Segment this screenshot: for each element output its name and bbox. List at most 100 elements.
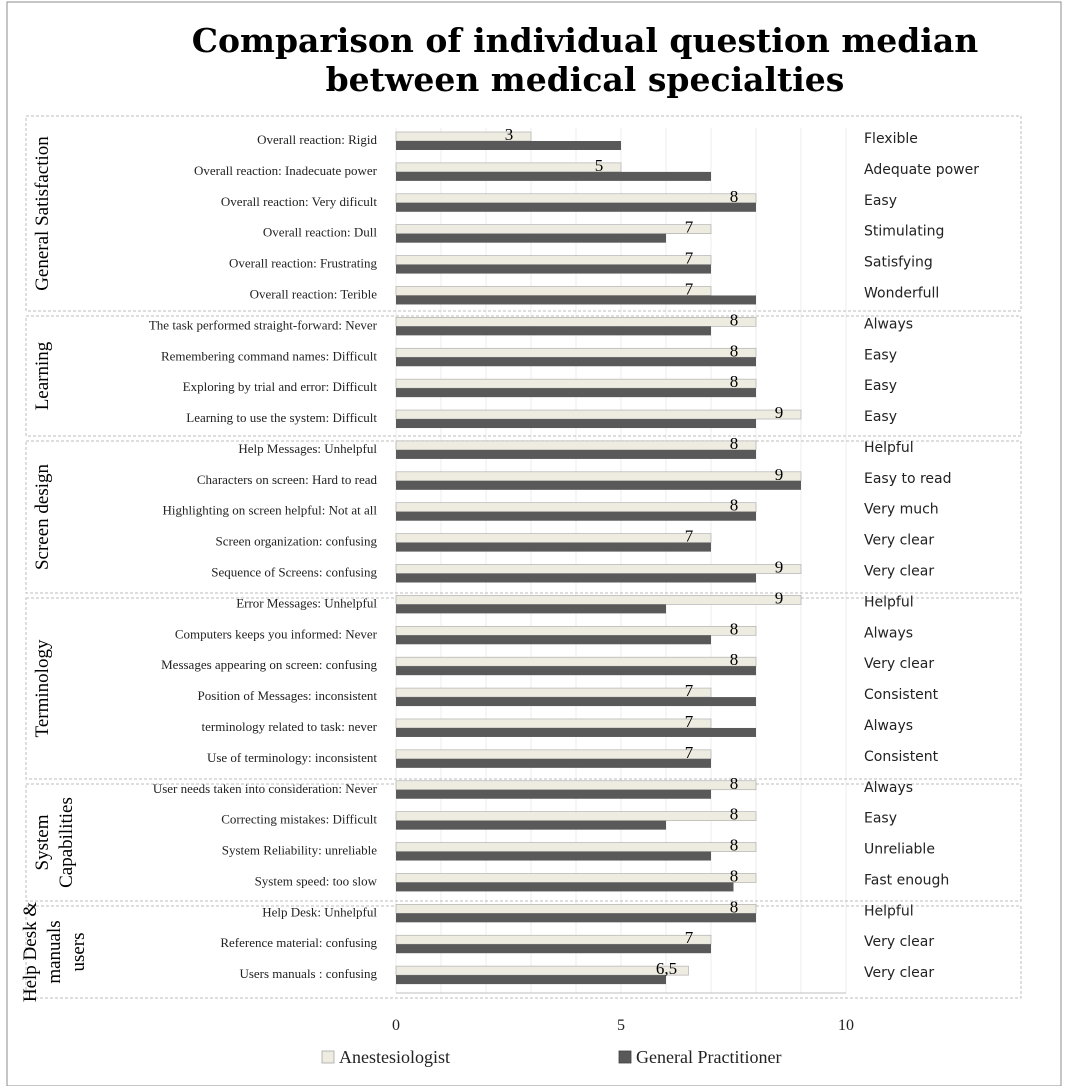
legend-swatch-anestesiologist	[321, 1050, 335, 1064]
row-right-label: Wonderfull	[864, 285, 939, 301]
row-label: Sequence of Screens: confusing	[211, 565, 377, 580]
x-tick-label: 10	[838, 1017, 854, 1034]
row-label: Correcting mistakes: Difficult	[221, 812, 377, 827]
legend-label-general-practitioner: General Practitioner	[636, 1047, 781, 1067]
data-label: 9	[775, 588, 784, 607]
bar-anestesiologist	[395, 780, 757, 791]
legend-swatch-general-practitioner	[618, 1050, 632, 1064]
group-box	[25, 315, 1022, 437]
row-label: Remembering command names: Difficult	[161, 348, 377, 363]
bar-anestesiologist	[395, 873, 757, 883]
data-label: 7	[685, 279, 694, 298]
data-label: 6,5	[656, 959, 677, 978]
bar-general-practitioner	[396, 141, 621, 150]
data-label: 7	[685, 928, 694, 947]
data-label: 7	[685, 743, 694, 762]
row-label: Help Messages: Unhelpful	[238, 441, 377, 456]
bar-anestesiologist	[395, 718, 712, 729]
bar-general-practitioner	[396, 511, 756, 521]
data-label: 7	[685, 681, 694, 700]
data-label: 8	[730, 650, 739, 669]
data-label: 3	[505, 125, 514, 144]
row-right-label: Easy	[864, 193, 897, 209]
row-right-label: Helpful	[864, 903, 914, 919]
bar-anestesiologist	[395, 842, 757, 852]
row-right-label: Consistent	[864, 687, 939, 703]
bar-general-practitioner	[396, 388, 756, 398]
row-right-label: Easy	[864, 347, 897, 363]
data-label: 8	[730, 619, 739, 638]
data-label: 8	[730, 774, 739, 793]
bar-general-practitioner	[396, 913, 756, 923]
bar-general-practitioner	[396, 758, 711, 768]
bar-anestesiologist	[395, 378, 757, 389]
row-label: Position of Messages: inconsistent	[198, 688, 378, 703]
bar-anestesiologist	[395, 317, 757, 327]
data-label: 9	[775, 403, 784, 422]
row-label: System speed: too slow	[255, 873, 378, 888]
row-label: Highlighting on screen helpful: Not at a…	[163, 503, 378, 518]
data-label: 8	[730, 310, 739, 329]
bar-general-practitioner	[396, 295, 756, 305]
row-label: Computers keeps you informed: Never	[175, 626, 378, 641]
bar-anestesiologist	[395, 286, 712, 296]
data-label: 8	[730, 372, 739, 391]
bar-general-practitioner	[396, 944, 711, 954]
bar-general-practitioner	[396, 573, 756, 583]
bar-general-practitioner	[396, 666, 756, 676]
group-label: users	[68, 932, 89, 971]
group-label: Learning	[32, 341, 53, 410]
bar-general-practitioner	[396, 635, 711, 645]
bar-anestesiologist	[395, 409, 802, 420]
bar-anestesiologist	[395, 625, 757, 636]
row-label: terminology related to task: never	[202, 719, 378, 734]
bar-anestesiologist	[395, 934, 712, 945]
row-right-label: Consistent	[864, 749, 939, 765]
row-right-label: Very much	[864, 502, 939, 518]
row-right-label: Always	[864, 780, 913, 796]
row-label: The task performed straight-forward: Nev…	[149, 317, 378, 332]
bar-anestesiologist	[395, 656, 757, 667]
chart-title-line: between medical specialties	[326, 60, 845, 99]
bar-anestesiologist	[395, 193, 757, 204]
row-right-label: Helpful	[864, 594, 914, 610]
row-right-label: Fast enough	[864, 872, 949, 888]
bar-general-practitioner	[396, 697, 756, 707]
row-right-label: Helpful	[864, 440, 914, 456]
row-label: Overall reaction: Dull	[263, 225, 377, 240]
row-label: Messages appearing on screen: confusing	[161, 657, 377, 672]
bar-anestesiologist	[395, 965, 689, 976]
data-label: 8	[730, 434, 739, 453]
row-label: Users manuals : confusing	[239, 966, 377, 981]
bar-anestesiologist	[395, 811, 757, 821]
row-label: Reference material: confusing	[220, 935, 377, 950]
data-label: 8	[730, 496, 739, 515]
row-label: System Reliability: unreliable	[222, 843, 377, 858]
data-label: 9	[775, 465, 784, 484]
bar-anestesiologist	[395, 440, 757, 451]
bar-general-practitioner	[396, 171, 711, 181]
bar-anestesiologist	[395, 904, 757, 914]
bar-general-practitioner	[396, 882, 734, 892]
group-label: General Satisfaction	[32, 136, 53, 291]
legend-label-anestesiologist: Anestesiologist	[339, 1047, 450, 1067]
data-label: 7	[685, 249, 694, 268]
row-label: Characters on screen: Hard to read	[197, 472, 378, 487]
bar-anestesiologist	[395, 347, 757, 358]
row-right-label: Unreliable	[864, 842, 935, 858]
group-label: Screen design	[32, 463, 53, 570]
row-right-label: Very clear	[864, 965, 934, 981]
row-label: Overall reaction: Inadecuate power	[194, 163, 378, 178]
bar-general-practitioner	[396, 789, 711, 799]
row-label: Overall reaction: Rigid	[257, 132, 377, 147]
group-label: System	[32, 814, 53, 870]
row-right-label: Always	[864, 718, 913, 734]
bar-general-practitioner	[396, 233, 666, 243]
bar-anestesiologist	[395, 533, 712, 543]
row-right-label: Adequate power	[864, 162, 979, 178]
bar-anestesiologist	[395, 502, 757, 513]
data-label: 7	[685, 527, 694, 546]
bar-general-practitioner	[396, 604, 666, 614]
